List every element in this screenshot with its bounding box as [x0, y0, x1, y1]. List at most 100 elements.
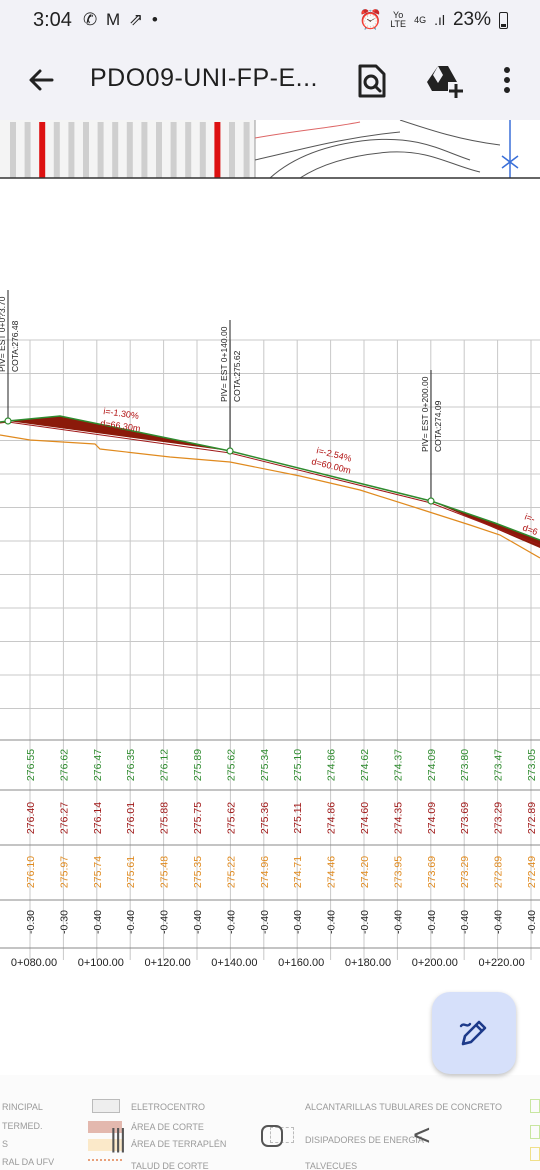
table-cell: 276.10	[25, 856, 37, 888]
station-label: 0+080.00	[11, 957, 57, 969]
battery-icon	[499, 11, 508, 29]
legend-swatch	[88, 1121, 122, 1133]
drawing-legend: RINCIPAL TERMED. S RAL DA UFV ELETROCENT…	[0, 1075, 540, 1170]
legend-item: ELETROCENTRO	[131, 1102, 206, 1112]
table-cell: 272.89	[493, 856, 505, 888]
recents-button[interactable]: |||	[110, 1123, 126, 1154]
table-cell: 273.80	[459, 749, 471, 781]
piv-cota: COTA:276.48	[10, 320, 20, 372]
table-cell: 274.46	[326, 856, 338, 888]
table-cell: -0.40	[92, 910, 104, 934]
battery-percent: 23%	[452, 9, 491, 30]
table-cell: 274.71	[292, 856, 304, 888]
add-to-drive-icon	[427, 66, 464, 98]
table-cell: 274.60	[359, 802, 371, 834]
pdf-page[interactable]: PIV= EST 0+0?3.70 COTA:276.48 PIV= EST 0+1…	[0, 120, 540, 1075]
missed-call-icon: ⇗	[128, 10, 146, 29]
table-cell: -0.40	[225, 910, 237, 934]
document-search-icon	[358, 64, 386, 98]
table-cell: 273.05	[526, 749, 538, 781]
piv-label: PIV= EST 0+200.00	[420, 376, 430, 452]
table-cell: 275.61	[125, 856, 137, 888]
recents-icon: |||	[110, 1123, 126, 1153]
profile-data-table: 276.55 276.62 276.47 276.35 276.12 275.89 275.…	[11, 749, 538, 969]
dot-icon: •	[151, 10, 160, 29]
table-cell: 273.47	[493, 749, 505, 781]
plan-stripe	[229, 122, 235, 178]
table-cell: -0.40	[259, 910, 271, 934]
plan-stripe	[53, 122, 60, 178]
table-cell: 276.01	[125, 802, 137, 834]
plan-stripe	[156, 122, 162, 178]
plan-stripe	[185, 122, 192, 178]
gmail-icon: M	[105, 10, 123, 29]
station-label: 0+140.00	[211, 957, 257, 969]
whatsapp-icon: ✆	[83, 10, 100, 29]
back-button[interactable]	[22, 60, 62, 100]
plan-stripe	[112, 122, 119, 178]
table-cell: 274.37	[392, 749, 404, 781]
table-cell: 276.12	[159, 749, 171, 781]
legend-swatch	[88, 1159, 122, 1167]
plan-stripe	[39, 122, 46, 178]
edit-pen-icon	[459, 1020, 487, 1046]
more-options-button[interactable]	[494, 62, 520, 98]
plan-stripe	[24, 122, 31, 178]
app-bar: PDO09-UNI-FP-E...	[0, 40, 540, 120]
plan-stripe	[141, 122, 148, 178]
add-to-drive-button[interactable]	[424, 60, 464, 100]
plan-stripe	[68, 122, 75, 178]
table-cell: 276.14	[92, 802, 104, 834]
arrow-left-icon	[29, 69, 54, 91]
table-cell: 274.62	[359, 749, 371, 781]
table-cell: 275.88	[159, 802, 171, 834]
nav-back-button[interactable]: <	[413, 1119, 431, 1153]
legend-swatch	[88, 1139, 122, 1151]
table-cell: 275.97	[58, 856, 70, 888]
table-cell: 275.10	[292, 749, 304, 781]
notification-icons: ✆ M ⇗ •	[83, 10, 160, 30]
system-nav-bar: ||| <	[0, 1105, 540, 1170]
table-cell: 275.74	[92, 856, 104, 888]
alarm-icon: ⏰	[358, 10, 383, 31]
table-cell: 275.35	[192, 856, 204, 888]
piv-label: PIV= EST 0+140.00	[219, 326, 229, 402]
table-cell: 276.35	[125, 749, 137, 781]
terrain-line	[0, 434, 540, 559]
table-cell: 276.62	[58, 749, 70, 781]
status-bar: 3:04 ✆ M ⇗ • ⏰ Yo LTE 4G .ıl 23%	[0, 0, 540, 40]
legend-item: S	[2, 1139, 9, 1149]
legend-item: TALVECUES	[305, 1161, 358, 1170]
edit-fab-button[interactable]	[432, 992, 516, 1074]
profile-grid	[0, 339, 540, 960]
piv-point	[427, 497, 435, 505]
table-cell: -0.40	[392, 910, 404, 934]
table-cell: 273.69	[459, 802, 471, 834]
table-cell: -0.40	[159, 910, 171, 934]
piv-cota: COTA:275.62	[232, 350, 242, 402]
table-cell: -0.40	[125, 910, 137, 934]
legend-item: TERMED.	[2, 1121, 43, 1131]
legend-item: ÁREA DE TERRAPLÉN	[131, 1139, 227, 1149]
search-document-button[interactable]	[356, 60, 388, 100]
table-cell: -0.40	[526, 910, 538, 934]
table-cell: 274.96	[259, 856, 271, 888]
table-cell: 275.22	[225, 856, 237, 888]
home-button[interactable]	[261, 1125, 283, 1147]
table-cell: -0.40	[359, 910, 371, 934]
plan-stripe	[126, 122, 133, 178]
station-label: 0+200.00	[412, 957, 458, 969]
plan-stripe	[243, 122, 250, 178]
table-cell: 273.29	[493, 802, 505, 834]
piv-cota: COTA:274.09	[433, 400, 443, 452]
piv-point	[226, 447, 234, 455]
plan-stripe	[83, 122, 89, 178]
network-label: Yo LTE	[390, 10, 407, 29]
station-label: 0+100.00	[78, 957, 124, 969]
table-cell: 275.34	[259, 749, 271, 781]
plan-stripe	[10, 122, 16, 178]
table-cell: 274.20	[359, 856, 371, 888]
station-label: 0+220.00	[479, 957, 525, 969]
